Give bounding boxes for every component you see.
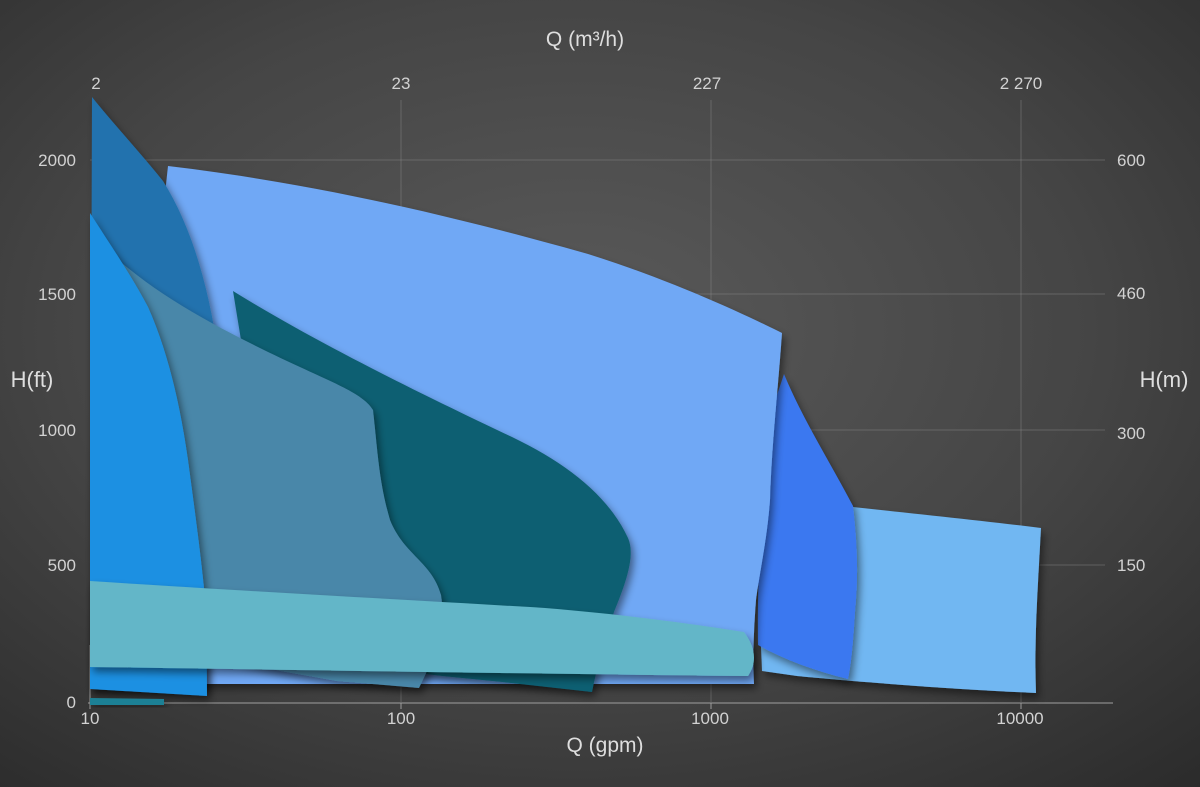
- left-tick-2000: 2000: [38, 151, 76, 170]
- right-tick-600: 600: [1117, 151, 1145, 170]
- envelope-royal-blue[interactable]: [757, 374, 858, 679]
- top-tick-23: 23: [392, 74, 411, 93]
- left-tick-1500: 1500: [38, 285, 76, 304]
- left-tick-0: 0: [67, 693, 76, 712]
- bottom-tick-10000: 10000: [996, 709, 1043, 728]
- right-axis-labels: 600 460 300 150 H(m): [1117, 151, 1188, 575]
- bottom-tick-1000: 1000: [691, 709, 729, 728]
- left-axis-labels: 2000 1500 1000 500 0 H(ft): [11, 151, 76, 712]
- envelope-bright-azure-left[interactable]: [90, 213, 207, 696]
- bottom-tick-10: 10: [81, 709, 100, 728]
- right-tick-300: 300: [1117, 424, 1145, 443]
- left-axis-title: H(ft): [11, 367, 54, 392]
- top-tick-227: 227: [693, 74, 721, 93]
- envelope-regions: [90, 97, 1041, 705]
- left-tick-500: 500: [48, 556, 76, 575]
- top-axis-labels: Q (m³/h) 2 23 227 2 270: [91, 28, 1042, 93]
- top-tick-2270: 2 270: [1000, 74, 1043, 93]
- envelope-teal-baseline-strip[interactable]: [90, 698, 164, 705]
- bottom-tick-100: 100: [387, 709, 415, 728]
- right-axis-title: H(m): [1140, 367, 1189, 392]
- bottom-axis-title: Q (gpm): [566, 734, 643, 757]
- left-tick-1000: 1000: [38, 421, 76, 440]
- top-axis-title: Q (m³/h): [546, 28, 624, 51]
- right-tick-460: 460: [1117, 284, 1145, 303]
- envelope-teal-band[interactable]: [90, 581, 754, 676]
- right-tick-150: 150: [1117, 556, 1145, 575]
- top-tick-2: 2: [91, 74, 100, 93]
- bottom-axis-labels: 10 100 1000 10000 Q (gpm): [81, 709, 1044, 757]
